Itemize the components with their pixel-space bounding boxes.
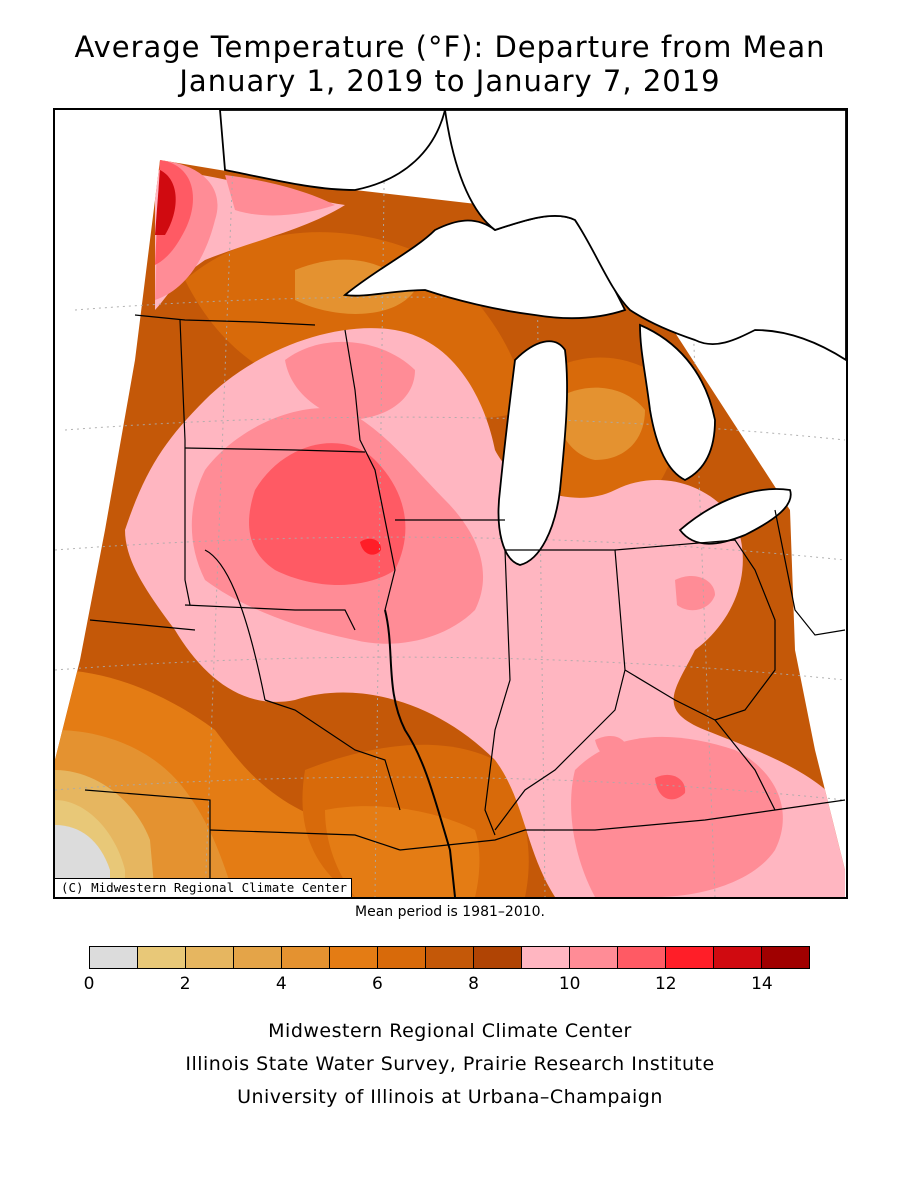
legend-swatch	[762, 947, 809, 968]
map-date-range: January 1, 2019 to January 7, 2019	[179, 64, 721, 98]
copyright-label: (C) Midwestern Regional Climate Center	[55, 878, 352, 897]
legend-swatch	[138, 947, 186, 968]
legend-tick-label: 4	[275, 974, 287, 994]
map-title: Average Temperature (°F): Departure from…	[74, 30, 826, 64]
legend-swatch	[282, 947, 330, 968]
legend-swatch	[426, 947, 474, 968]
legend-swatch	[234, 947, 282, 968]
legend-tick-label: 12	[654, 974, 677, 994]
legend-swatch	[330, 947, 378, 968]
legend-tick-label: 14	[751, 974, 773, 994]
legend-swatch	[714, 947, 762, 968]
legend-tick-label: 0	[83, 974, 95, 994]
legend-swatch	[378, 947, 426, 968]
credit-line-1: Midwestern Regional Climate Center	[268, 1020, 632, 1042]
legend-swatch	[522, 947, 570, 968]
legend-swatch	[570, 947, 618, 968]
legend-tick-label: 10	[558, 974, 581, 994]
legend-swatch	[618, 947, 666, 968]
legend-swatch	[666, 947, 714, 968]
color-legend-bar	[89, 946, 810, 969]
temperature-departure-map	[55, 110, 846, 897]
legend-tick-label: 6	[371, 974, 383, 994]
map-frame: (C) Midwestern Regional Climate Center	[53, 108, 848, 899]
legend-swatch	[186, 947, 234, 968]
legend-tick-labels: 0 2 4 6 8 10 12 14	[84, 972, 810, 998]
legend-swatch	[474, 947, 522, 968]
credit-line-2: Illinois State Water Survey, Prairie Res…	[185, 1053, 715, 1075]
legend-tick-label: 2	[179, 974, 191, 994]
legend-tick-label: 8	[468, 974, 479, 994]
mean-period-note: Mean period is 1981–2010.	[355, 904, 545, 920]
credit-line-3: University of Illinois at Urbana–Champai…	[237, 1086, 663, 1108]
legend-swatch	[90, 947, 138, 968]
